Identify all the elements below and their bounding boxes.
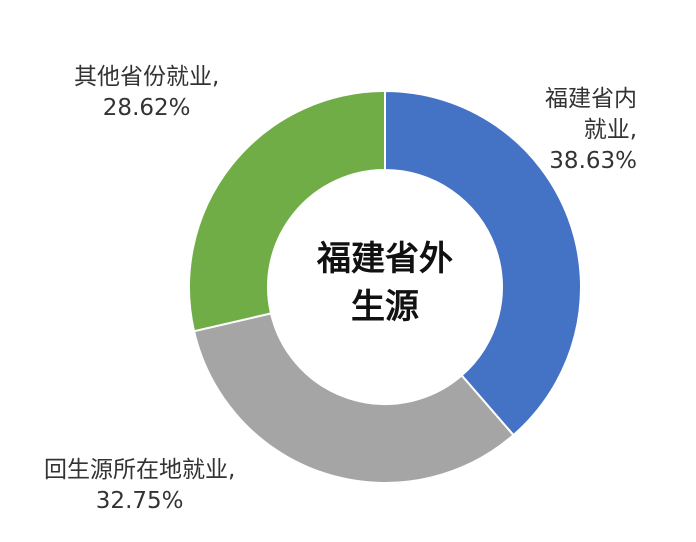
slice-label-line: 回生源所在地就业,	[44, 457, 236, 483]
slice-label-line: 其他省份就业,	[74, 64, 220, 90]
slice-other-provinces	[188, 89, 386, 333]
slice-label-other-provinces: 其他省份就业, 28.62%	[74, 62, 219, 124]
center-label-line-1: 福建省外	[317, 239, 453, 279]
slice-label-percent: 28.62%	[102, 95, 191, 121]
slice-label-fujian-in-province: 福建省内 就业, 38.63%	[545, 84, 637, 177]
slice-label-return-origin: 回生源所在地就业, 32.75%	[44, 455, 235, 517]
center-label: 福建省外 生源	[295, 235, 475, 331]
slice-label-line: 福建省内	[545, 86, 637, 112]
slice-label-line: 就业,	[583, 117, 637, 143]
slice-return-origin	[192, 312, 515, 484]
slice-fujian-in-province	[384, 89, 582, 437]
slice-label-percent: 32.75%	[95, 488, 184, 514]
slice-label-percent: 38.63%	[549, 148, 637, 174]
center-label-line-2: 生源	[351, 287, 419, 327]
